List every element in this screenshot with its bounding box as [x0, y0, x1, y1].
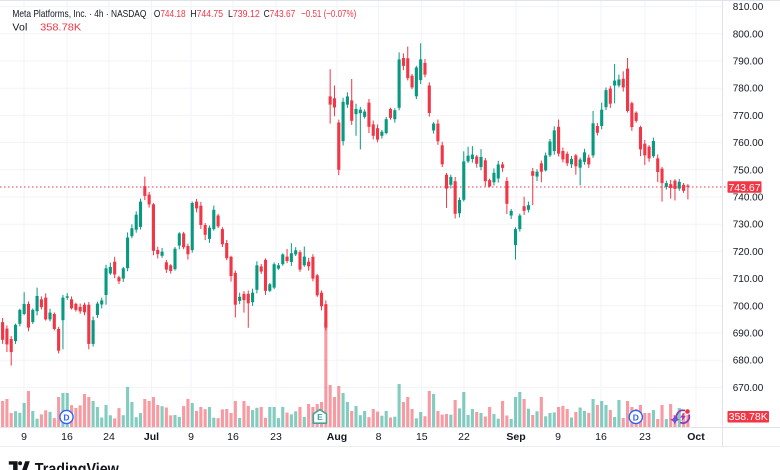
svg-text:743.67: 743.67	[728, 182, 760, 194]
svg-text:D: D	[63, 412, 69, 422]
svg-text:Oct: Oct	[687, 431, 705, 443]
svg-text:23: 23	[270, 431, 282, 443]
svg-text:−0.51 (−0.07%): −0.51 (−0.07%)	[301, 8, 356, 20]
svg-text:750.00: 750.00	[733, 165, 764, 176]
svg-text:Vol: Vol	[12, 22, 27, 34]
svg-text:C743.67: C743.67	[264, 8, 296, 20]
svg-text:Meta Platforms, Inc. · 4h · NA: Meta Platforms, Inc. · 4h · NASDAQ	[12, 8, 146, 20]
svg-text:22: 22	[458, 431, 470, 443]
svg-text:16: 16	[595, 431, 607, 443]
svg-text:L739.12: L739.12	[228, 8, 260, 20]
svg-text:9: 9	[21, 431, 27, 443]
svg-text:730.00: 730.00	[733, 220, 764, 231]
svg-text:8: 8	[376, 431, 382, 443]
svg-text:D: D	[633, 412, 639, 422]
svg-text:700.00: 700.00	[733, 301, 764, 312]
svg-text:710.00: 710.00	[733, 274, 764, 285]
svg-text:9: 9	[188, 431, 194, 443]
svg-text:16: 16	[227, 431, 239, 443]
svg-text:358.78K: 358.78K	[729, 411, 768, 423]
svg-text:800.00: 800.00	[733, 29, 764, 40]
svg-text:810.00: 810.00	[733, 2, 764, 13]
svg-text:680.00: 680.00	[733, 356, 764, 367]
svg-text:9: 9	[555, 431, 561, 443]
svg-text:720.00: 720.00	[733, 247, 764, 258]
svg-text:Aug: Aug	[327, 431, 347, 443]
svg-text:E: E	[317, 412, 323, 422]
svg-text:670.00: 670.00	[733, 383, 764, 394]
svg-text:790.00: 790.00	[733, 57, 764, 68]
svg-text:Jul: Jul	[144, 431, 159, 443]
svg-text:358.78K: 358.78K	[40, 22, 81, 34]
svg-text:O744.18: O744.18	[154, 8, 186, 20]
svg-text:16: 16	[61, 431, 73, 443]
svg-text:23: 23	[639, 431, 651, 443]
svg-text:TradingView: TradingView	[35, 460, 119, 470]
svg-text:15: 15	[416, 431, 428, 443]
svg-text:690.00: 690.00	[733, 329, 764, 340]
svg-text:H744.75: H744.75	[190, 8, 223, 20]
svg-text:740.00: 740.00	[733, 193, 764, 204]
svg-text:760.00: 760.00	[733, 138, 764, 149]
svg-text:24: 24	[103, 431, 115, 443]
svg-text:780.00: 780.00	[733, 84, 764, 95]
svg-text:Sep: Sep	[506, 431, 525, 443]
svg-text:770.00: 770.00	[733, 111, 764, 122]
